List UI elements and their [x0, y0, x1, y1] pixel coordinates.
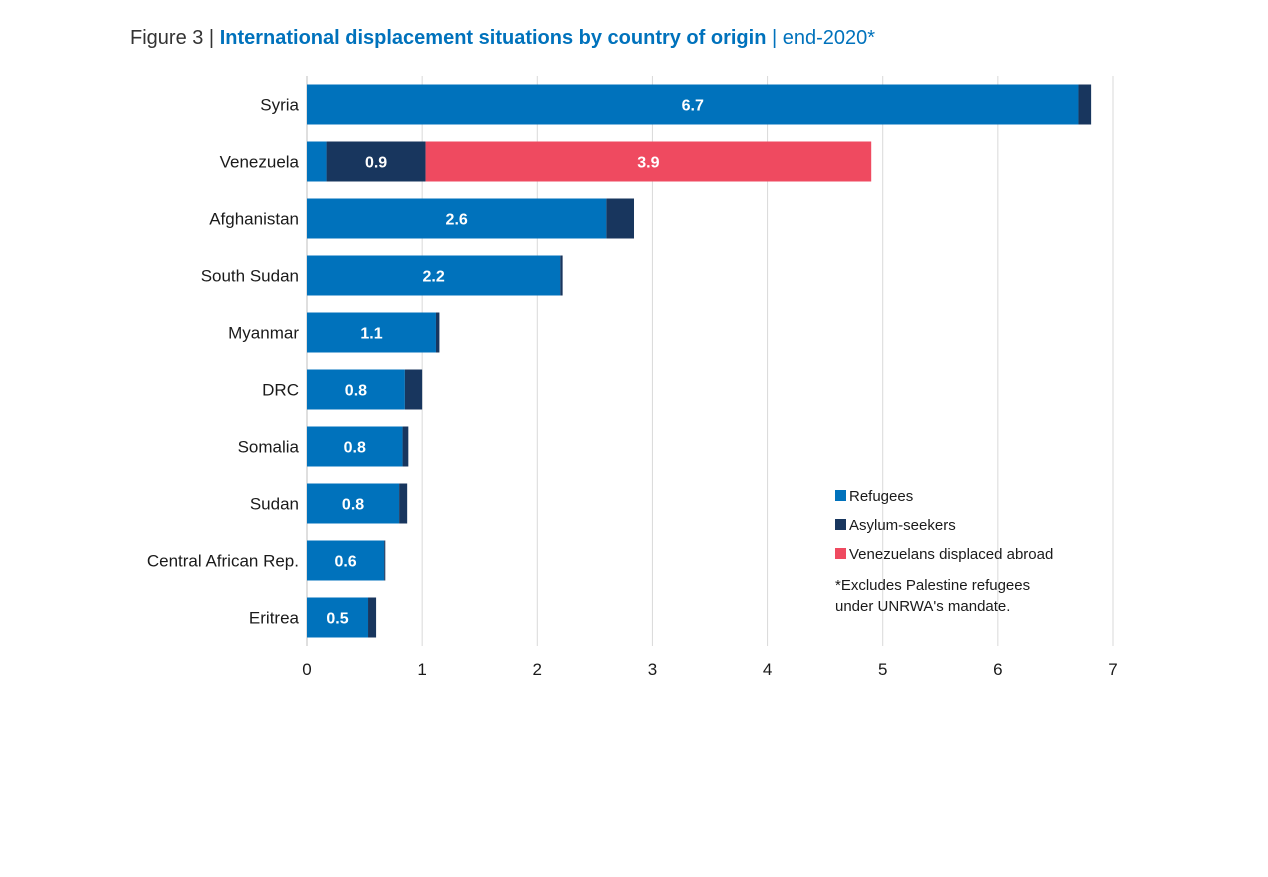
- category-label-central-african-rep: Central African Rep.: [147, 552, 299, 571]
- category-label-eritrea: Eritrea: [249, 609, 300, 628]
- category-label-afghanistan: Afghanistan: [209, 210, 299, 229]
- legend-label-refugees: Refugees: [849, 488, 913, 505]
- data-label-venezuela-venezuelans-displaced-abroad: 3.9: [637, 155, 659, 172]
- data-label-south-sudan-refugees: 2.2: [423, 269, 445, 286]
- bar-myanmar-refugees: [307, 312, 436, 353]
- footnote: *Excludes Palestine refugees under UNRWA…: [835, 575, 1030, 617]
- footnote-line-1: *Excludes Palestine refugees: [835, 577, 1031, 594]
- legend-swatch-venezuelans-displaced-abroad: [835, 548, 846, 559]
- bar-sudan-asylum-seekers: [399, 483, 408, 524]
- category-label-drc: DRC: [262, 381, 299, 400]
- category-label-syria: Syria: [260, 96, 299, 115]
- bar-syria-asylum-seekers: [1078, 84, 1092, 125]
- data-label-drc-refugees: 0.8: [345, 383, 367, 400]
- bar-afghanistan-refugees: [307, 198, 607, 239]
- bar-somalia-asylum-seekers: [402, 426, 409, 467]
- x-tick-label-4: 4: [763, 660, 772, 679]
- bar-south-sudan-asylum-seekers: [560, 255, 563, 296]
- category-label-venezuela: Venezuela: [220, 153, 300, 172]
- legend-swatch-refugees: [835, 490, 846, 501]
- bar-somalia-refugees: [307, 426, 403, 467]
- bar-afghanistan-asylum-seekers: [606, 198, 635, 239]
- x-tick-label-3: 3: [648, 660, 657, 679]
- x-tick-label-7: 7: [1108, 660, 1117, 679]
- data-label-afghanistan-refugees: 2.6: [446, 212, 468, 229]
- bar-myanmar-asylum-seekers: [435, 312, 440, 353]
- title-main: International displacement situations by…: [219, 27, 767, 49]
- x-tick-label-0: 0: [302, 660, 311, 679]
- x-tick-label-5: 5: [878, 660, 887, 679]
- bar-venezuela-asylum-seekers: [326, 141, 426, 182]
- footnote-line-2: under UNRWA's mandate.: [835, 598, 1011, 615]
- category-label-somalia: Somalia: [238, 438, 300, 457]
- bar-drc-asylum-seekers: [404, 369, 423, 410]
- data-label-eritrea-refugees: 0.5: [326, 611, 348, 628]
- legend-swatch-asylum-seekers: [835, 519, 846, 530]
- data-label-central-african-rep-refugees: 0.6: [334, 554, 356, 571]
- title-suffix: | end-2020*: [771, 27, 876, 49]
- bar-drc-refugees: [307, 369, 405, 410]
- x-tick-label-1: 1: [417, 660, 426, 679]
- data-label-myanmar-refugees: 1.1: [360, 326, 382, 343]
- data-label-somalia-refugees: 0.8: [344, 440, 366, 457]
- data-label-venezuela-asylum-seekers: 0.9: [365, 155, 387, 172]
- legend-label-venezuelans-displaced-abroad: Venezuelans displaced abroad: [849, 546, 1053, 563]
- legend-label-asylum-seekers: Asylum-seekers: [849, 517, 956, 534]
- bar-south-sudan-refugees: [307, 255, 561, 296]
- bar-sudan-refugees: [307, 483, 400, 524]
- bar-eritrea-asylum-seekers: [368, 597, 377, 638]
- bar-central-african-rep-refugees: [307, 540, 385, 581]
- x-tick-label-2: 2: [533, 660, 542, 679]
- bar-venezuela-venezuelans-displaced-abroad: [425, 141, 872, 182]
- chart-title: Figure 3 | International displacement si…: [130, 27, 875, 50]
- category-label-myanmar: Myanmar: [228, 324, 299, 343]
- bar-syria-refugees: [307, 84, 1079, 125]
- title-prefix: Figure 3 |: [130, 27, 215, 49]
- data-label-sudan-refugees: 0.8: [342, 497, 364, 514]
- category-label-sudan: Sudan: [250, 495, 299, 514]
- data-label-syria-refugees: 6.7: [682, 98, 704, 115]
- x-tick-label-6: 6: [993, 660, 1002, 679]
- category-label-south-sudan: South Sudan: [201, 267, 299, 286]
- bar-central-african-rep-asylum-seekers: [384, 540, 386, 581]
- bar-venezuela-refugees: [307, 141, 327, 182]
- bar-eritrea-refugees: [307, 597, 369, 638]
